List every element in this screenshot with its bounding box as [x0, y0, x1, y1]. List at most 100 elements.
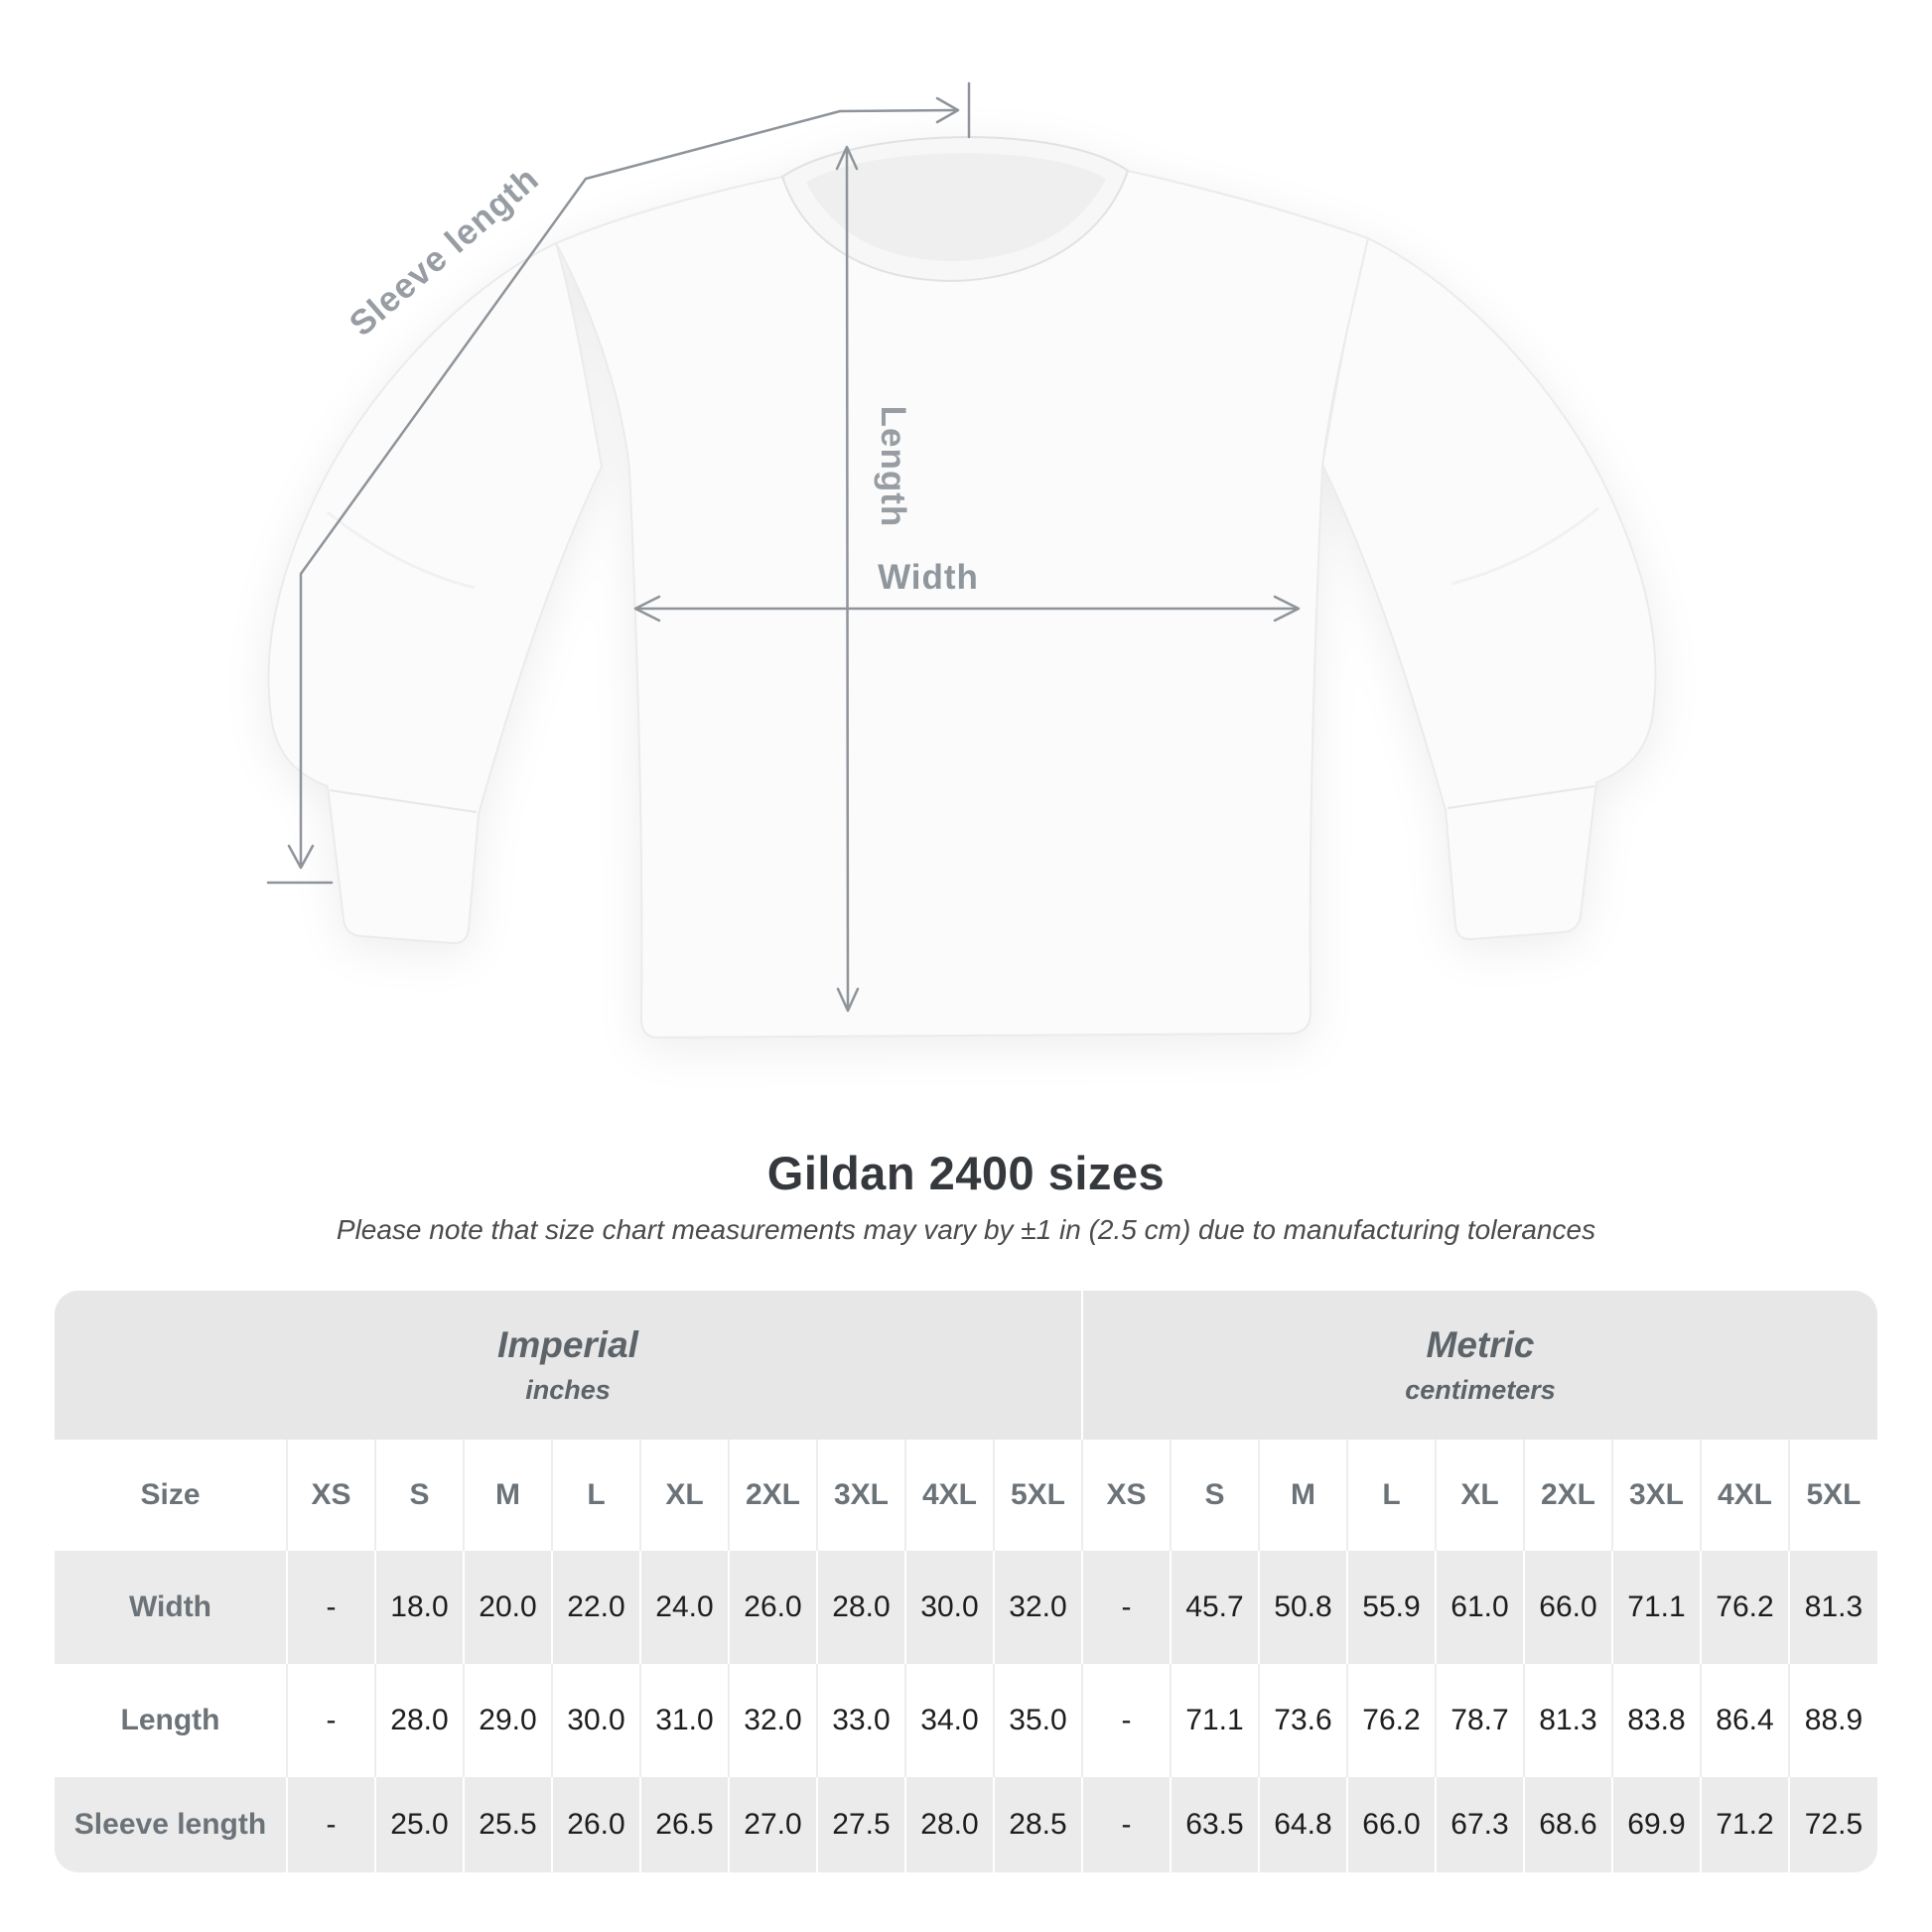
- size-col-header-imperial-3xl: 3XL: [816, 1440, 905, 1551]
- imperial-band-title: Imperial: [497, 1323, 638, 1365]
- page-title: Gildan 2400 sizes: [766, 1147, 1166, 1199]
- table-cell: 71.2: [1700, 1777, 1789, 1872]
- table-cell: 64.8: [1258, 1777, 1347, 1872]
- table-cell: 31.0: [639, 1664, 729, 1777]
- size-col-header-metric-m: M: [1258, 1440, 1347, 1551]
- table-cell: 71.1: [1611, 1551, 1701, 1664]
- table-cell: 88.9: [1788, 1664, 1877, 1777]
- size-col-header-metric-s: S: [1170, 1440, 1259, 1551]
- table-cell: 71.1: [1170, 1664, 1259, 1777]
- size-col-header-imperial-4xl: 4XL: [904, 1440, 994, 1551]
- size-col-header-metric-l: L: [1346, 1440, 1436, 1551]
- table-cell: 26.0: [728, 1551, 817, 1664]
- size-col-header-metric-xs: XS: [1081, 1440, 1171, 1551]
- table-cell: 67.3: [1435, 1777, 1524, 1872]
- table-cell: 81.3: [1523, 1664, 1612, 1777]
- sleeve-length-arrow-down-icon: [287, 844, 315, 870]
- table-cell: 27.5: [816, 1777, 905, 1872]
- size-col-header-imperial-xs: XS: [286, 1440, 375, 1551]
- table-cell: 26.0: [551, 1777, 640, 1872]
- table-cell: 34.0: [904, 1664, 994, 1777]
- table-cell: 50.8: [1258, 1551, 1347, 1664]
- size-col-header-imperial-xl: XL: [639, 1440, 729, 1551]
- table-cell: 28.0: [374, 1664, 464, 1777]
- table-cell: 32.0: [993, 1551, 1082, 1664]
- table-cell: 76.2: [1700, 1551, 1789, 1664]
- table-cell: 55.9: [1346, 1551, 1436, 1664]
- table-cell: 66.0: [1346, 1777, 1436, 1872]
- table-cell: 35.0: [993, 1664, 1082, 1777]
- length-line: [845, 147, 850, 1011]
- table-cell: 30.0: [904, 1551, 994, 1664]
- tolerance-note: Please note that size chart measurements…: [336, 1214, 1596, 1245]
- shirt-diagram-svg: Sleeve length Length Width: [266, 81, 1657, 1039]
- imperial-band-unit: inches: [525, 1374, 611, 1405]
- table-cell: 24.0: [639, 1551, 729, 1664]
- table-cell: 25.5: [463, 1777, 552, 1872]
- table-cell: 20.0: [463, 1551, 552, 1664]
- table-cell: 28.5: [993, 1777, 1082, 1872]
- table-cell: -: [286, 1777, 375, 1872]
- table-cell: 32.0: [728, 1664, 817, 1777]
- size-col-header-imperial-s: S: [374, 1440, 464, 1551]
- table-cell: 81.3: [1788, 1551, 1877, 1664]
- table-cell: 68.6: [1523, 1777, 1612, 1872]
- row-label: Length: [55, 1664, 287, 1777]
- table-cell: 69.9: [1611, 1777, 1701, 1872]
- table-cell: 61.0: [1435, 1551, 1524, 1664]
- size-col-header-metric-xl: XL: [1435, 1440, 1524, 1551]
- length-arrow-down-icon: [836, 987, 860, 1013]
- size-table-body: Width -18.0 20.0 22.0 24.0 26.0 28.0 30.0 32.0-4…: [55, 1551, 1877, 1872]
- table-cell: 73.6: [1258, 1664, 1347, 1777]
- length-label: Length: [874, 406, 912, 528]
- size-table-grid: Imperial inches Metric centimeters Size …: [55, 1291, 1877, 1872]
- table-cell: 76.2: [1346, 1664, 1436, 1777]
- table-cell: -: [286, 1551, 375, 1664]
- table-cell: -: [1081, 1664, 1171, 1777]
- left-sleeve-crease: [327, 510, 476, 590]
- size-col-header-imperial-m: M: [463, 1440, 552, 1551]
- table-cell: 33.0: [816, 1664, 905, 1777]
- size-column-header: Size: [55, 1440, 287, 1551]
- row-label: Sleeve length: [55, 1777, 287, 1872]
- table-cell: -: [286, 1664, 375, 1777]
- table-cell: 26.5: [639, 1777, 729, 1872]
- row-label: Width: [55, 1551, 287, 1664]
- unit-band-row: Imperial inches Metric centimeters: [55, 1291, 1877, 1440]
- table-row-width: Width -18.0 20.0 22.0 24.0 26.0 28.0 30.0 32.0-4…: [55, 1551, 1877, 1664]
- metric-band-unit: centimeters: [1405, 1374, 1556, 1405]
- size-col-header-metric-3xl: 3XL: [1611, 1440, 1701, 1551]
- table-cell: 28.0: [904, 1777, 994, 1872]
- table-cell: 29.0: [463, 1664, 552, 1777]
- size-table: Imperial inches Metric centimeters Size …: [55, 1291, 1877, 1872]
- table-cell: -: [1081, 1551, 1171, 1664]
- table-row-sleeve-length: Sleeve length -25.0 25.5 26.0 26.5 27.0 27.5 28…: [55, 1777, 1877, 1872]
- width-measure: Width: [633, 558, 1301, 622]
- table-cell: 72.5: [1788, 1777, 1877, 1872]
- right-cuff-seam: [1447, 785, 1595, 809]
- size-col-header-metric-5xl: 5XL: [1788, 1440, 1877, 1551]
- table-cell: 27.0: [728, 1777, 817, 1872]
- width-arrow-right-icon: [1273, 595, 1301, 622]
- table-cell: 28.0: [816, 1551, 905, 1664]
- metric-band-title: Metric: [1426, 1323, 1535, 1365]
- table-cell: 63.5: [1170, 1777, 1259, 1872]
- width-label: Width: [878, 558, 979, 597]
- table-cell: 18.0: [374, 1551, 464, 1664]
- table-cell: 66.0: [1523, 1551, 1612, 1664]
- table-cell: 30.0: [551, 1664, 640, 1777]
- table-cell: 45.7: [1170, 1551, 1259, 1664]
- shirt-right-sleeve: [1320, 236, 1657, 941]
- imperial-band: Imperial inches: [55, 1291, 1082, 1440]
- size-col-header-imperial-l: L: [551, 1440, 640, 1551]
- right-sleeve-crease: [1450, 506, 1599, 586]
- shirt-left-sleeve: [267, 241, 604, 945]
- sleeve-length-line: [299, 108, 957, 868]
- table-cell: -: [1081, 1777, 1171, 1872]
- size-header-row: Size XS S M L XL 2XL 3XL 4XL 5XL XS S M L XL 2XL 3XL 4XL…: [55, 1440, 1877, 1551]
- size-col-header-imperial-5xl: 5XL: [993, 1440, 1082, 1551]
- table-row-length: Length -28.0 29.0 30.0 31.0 32.0 33.0 34.0 35.0-…: [55, 1664, 1877, 1777]
- shirt-measurement-diagram: Sleeve length Length Width: [266, 81, 1657, 1039]
- size-col-header-metric-2xl: 2XL: [1523, 1440, 1612, 1551]
